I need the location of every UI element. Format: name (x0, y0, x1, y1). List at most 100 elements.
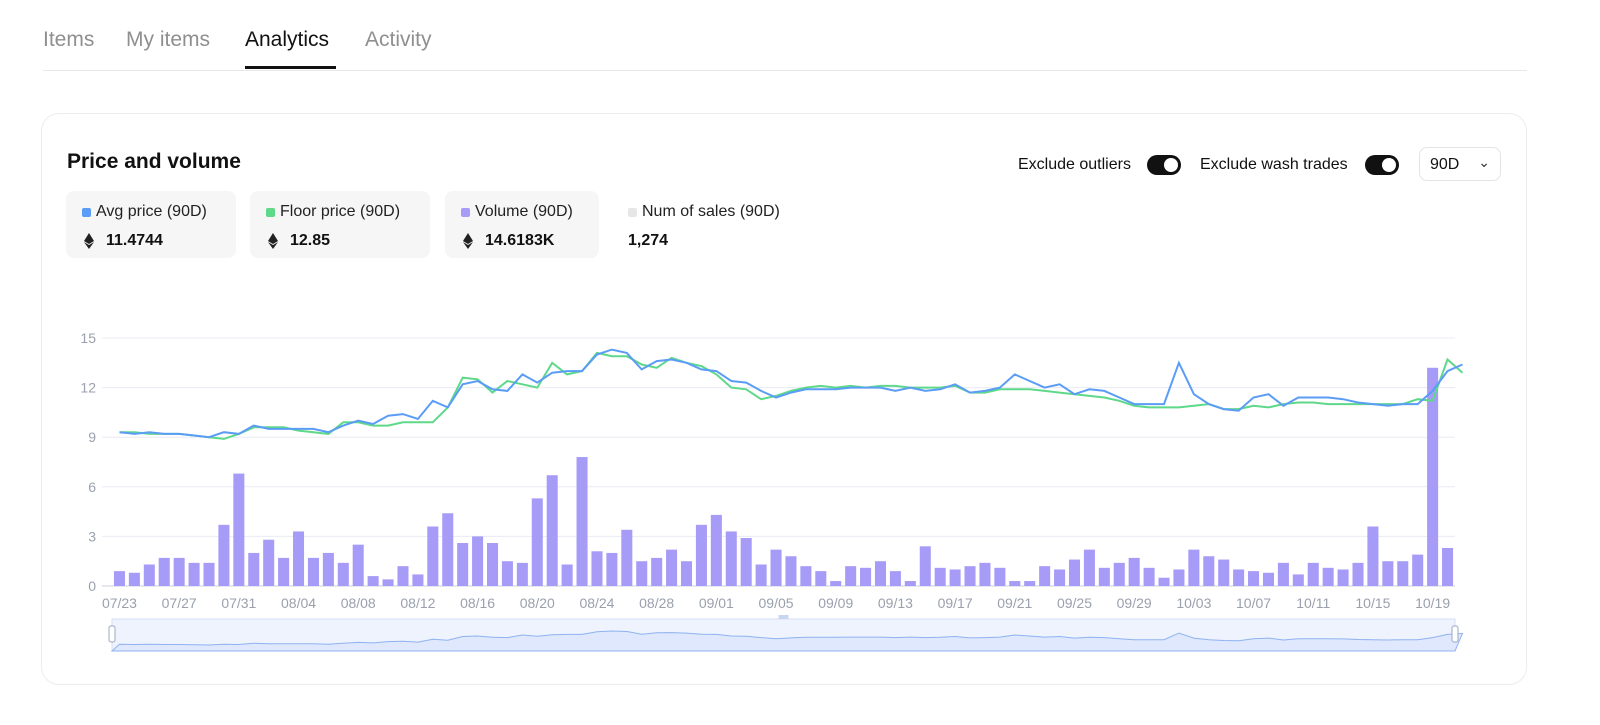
volume-bar (472, 536, 484, 586)
volume-bar (1009, 581, 1021, 586)
volume-bar (546, 475, 558, 586)
volume-bar (845, 566, 857, 586)
volume-bar (1218, 559, 1230, 586)
x-tick-label: 09/25 (1057, 595, 1092, 611)
volume-bar (516, 562, 528, 586)
x-tick-label: 07/23 (102, 595, 137, 611)
x-tick-label: 07/31 (221, 595, 256, 611)
x-tick-label: 10/07 (1236, 595, 1271, 611)
volume-bar (1248, 571, 1260, 586)
volume-bar (1367, 526, 1379, 586)
volume-bar (457, 543, 469, 586)
volume-bar (666, 549, 678, 586)
avg-price-stat: Avg price (90D) 11.4744 (66, 191, 236, 258)
volume-bar (1054, 569, 1066, 586)
tab-activity[interactable]: Activity (365, 28, 432, 51)
volume-bar (203, 562, 215, 586)
volume-bar (770, 549, 782, 586)
range-slider-move-handle[interactable] (778, 615, 789, 619)
volume-bar (397, 566, 409, 586)
volume-bar (710, 514, 722, 586)
x-tick-label: 09/29 (1117, 595, 1152, 611)
volume-bar (427, 526, 439, 586)
period-select[interactable]: 90D ⌄ (1419, 147, 1501, 181)
volume-bar (785, 556, 797, 586)
volume-bar (263, 539, 275, 586)
volume-bar (651, 557, 663, 586)
volume-bar (1427, 367, 1439, 586)
volume-bar (307, 557, 319, 586)
volume-bar (113, 571, 125, 586)
volume-bar (1188, 549, 1200, 586)
volume-bar (218, 524, 230, 586)
volume-bar (919, 546, 931, 586)
volume-bar (352, 544, 364, 586)
volume-bar (1024, 581, 1036, 586)
volume-bar (695, 524, 707, 586)
tab-my-items[interactable]: My items (126, 28, 210, 51)
range-slider-preview (110, 630, 1464, 652)
y-tick-label: 9 (88, 429, 96, 445)
volume-bar (486, 543, 499, 586)
tab-analytics[interactable]: Analytics (245, 28, 330, 51)
volume-bar (830, 581, 842, 586)
range-slider-right-handle[interactable] (1451, 625, 1459, 643)
x-tick-label: 09/09 (818, 595, 853, 611)
volume-bar (1158, 577, 1170, 586)
volume-bar (1068, 559, 1081, 586)
volume-bar (322, 552, 334, 586)
exclude-outliers-toggle[interactable] (1147, 155, 1181, 175)
volume-bar (531, 498, 543, 586)
volume-bar (1322, 567, 1334, 586)
exclude-wash-trades-toggle[interactable] (1365, 155, 1399, 175)
volume-bar (1442, 547, 1454, 586)
volume-bar (173, 557, 185, 586)
stat-value: 11.4744 (106, 232, 163, 249)
volume-bar (1233, 569, 1245, 586)
x-tick-label: 08/04 (281, 595, 316, 611)
y-tick-label: 0 (88, 578, 96, 594)
x-tick-label: 09/17 (938, 595, 973, 611)
toggle-knob (1164, 158, 1178, 172)
volume-bar (934, 567, 946, 586)
ethereum-icon (463, 233, 473, 249)
volume-bar (576, 457, 588, 586)
x-tick-label: 08/16 (460, 595, 495, 611)
volume-bar (1307, 562, 1319, 586)
volume-bar (1203, 556, 1215, 586)
tab-items[interactable]: Items (43, 28, 95, 51)
volume-bar (382, 579, 394, 586)
tab-bar: Items My items Analytics Activity (43, 0, 1527, 71)
toggle-knob (1382, 158, 1396, 172)
stat-value: 12.85 (290, 232, 331, 249)
volume-stat: Volume (90D) 14.6183K (445, 191, 599, 258)
x-tick-label: 08/28 (639, 595, 674, 611)
y-tick-label: 12 (80, 380, 96, 396)
volume-bar (367, 576, 379, 586)
volume-bar (1098, 567, 1110, 586)
stat-label: Avg price (90D) (96, 203, 207, 220)
x-tick-label: 10/19 (1415, 595, 1450, 611)
range-slider-left-handle[interactable] (108, 625, 116, 643)
volume-bar (1292, 574, 1304, 586)
stat-value: 1,274 (628, 232, 669, 249)
period-value: 90D (1430, 156, 1460, 173)
stat-label: Num of sales (90D) (642, 203, 780, 220)
floor-price-legend-swatch (266, 208, 275, 217)
exclude-wash-trades-label: Exclude wash trades (1200, 156, 1348, 173)
x-tick-label: 09/01 (699, 595, 734, 611)
volume-bar (755, 564, 767, 586)
volume-bar (278, 557, 290, 586)
volume-bar (1143, 567, 1155, 586)
volume-bar (412, 574, 424, 586)
volume-bar (964, 566, 976, 586)
floor-price-stat: Floor price (90D) 12.85 (250, 191, 430, 258)
active-tab-indicator (245, 66, 336, 69)
volume-bar (740, 538, 752, 586)
x-tick-label: 10/03 (1176, 595, 1211, 611)
stat-label: Volume (90D) (475, 203, 573, 220)
volume-bar (606, 552, 618, 586)
exclude-outliers-label: Exclude outliers (1018, 156, 1131, 173)
volume-bar (501, 561, 513, 586)
